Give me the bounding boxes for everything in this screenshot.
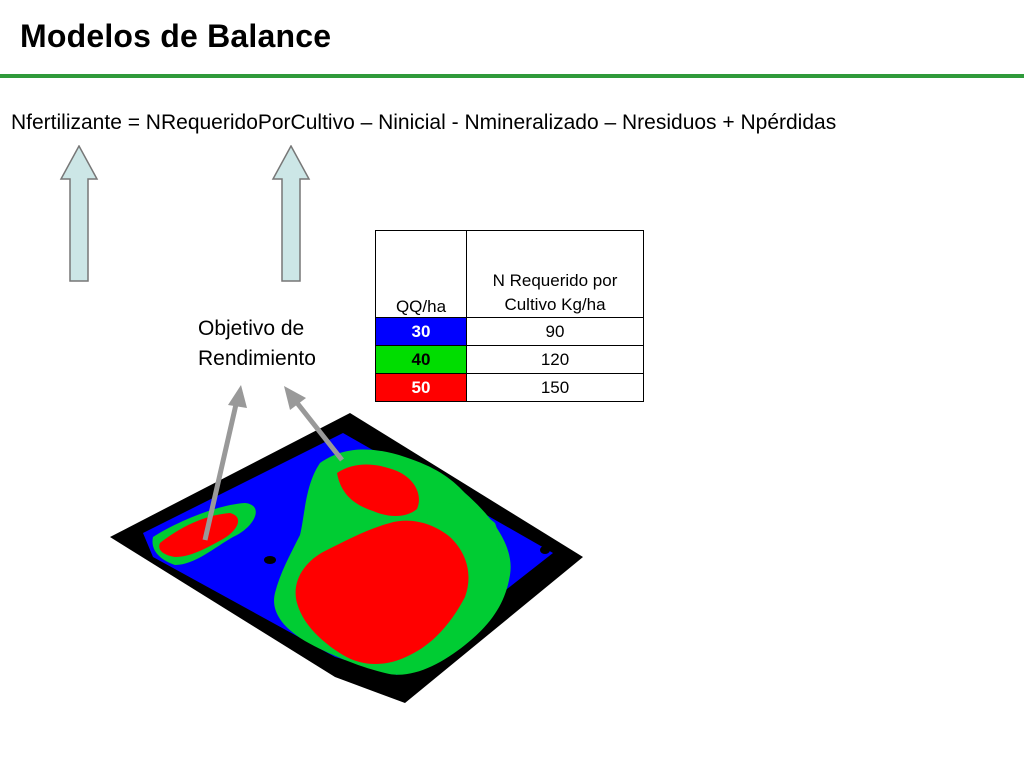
pointer-arrow-icon — [284, 386, 344, 462]
yield-goal-line-2: Rendimiento — [198, 347, 316, 370]
cell-qq: 50 — [375, 373, 467, 402]
cell-qq: 40 — [375, 345, 467, 374]
yield-goal-line-1: Objetivo de — [198, 317, 305, 340]
cell-qq: 30 — [375, 317, 467, 346]
slide-title: Modelos de Balance — [20, 18, 332, 54]
pointer-arrow-icon — [202, 385, 247, 541]
yield-zone-map-image — [110, 413, 583, 703]
table-row: 50 150 — [375, 373, 644, 402]
table-header-row: QQ/ha N Requerido por Cultivo Kg/ha — [375, 230, 644, 318]
yield-goal-label: Objetivo de Rendimiento — [198, 314, 316, 374]
up-arrow-icon — [59, 145, 99, 282]
cell-n: 90 — [466, 317, 644, 346]
cell-n: 150 — [466, 373, 644, 402]
header-n-required: N Requerido por Cultivo Kg/ha — [466, 230, 644, 318]
table-row: 40 120 — [375, 345, 644, 374]
header-qq: QQ/ha — [375, 230, 467, 318]
title-divider — [0, 74, 1024, 78]
n-requirement-table: QQ/ha N Requerido por Cultivo Kg/ha 30 9… — [375, 230, 644, 402]
up-arrow-icon — [271, 145, 311, 282]
balance-equation: Nfertilizante = NRequeridoPorCultivo – N… — [11, 111, 837, 134]
table-row: 30 90 — [375, 317, 644, 346]
